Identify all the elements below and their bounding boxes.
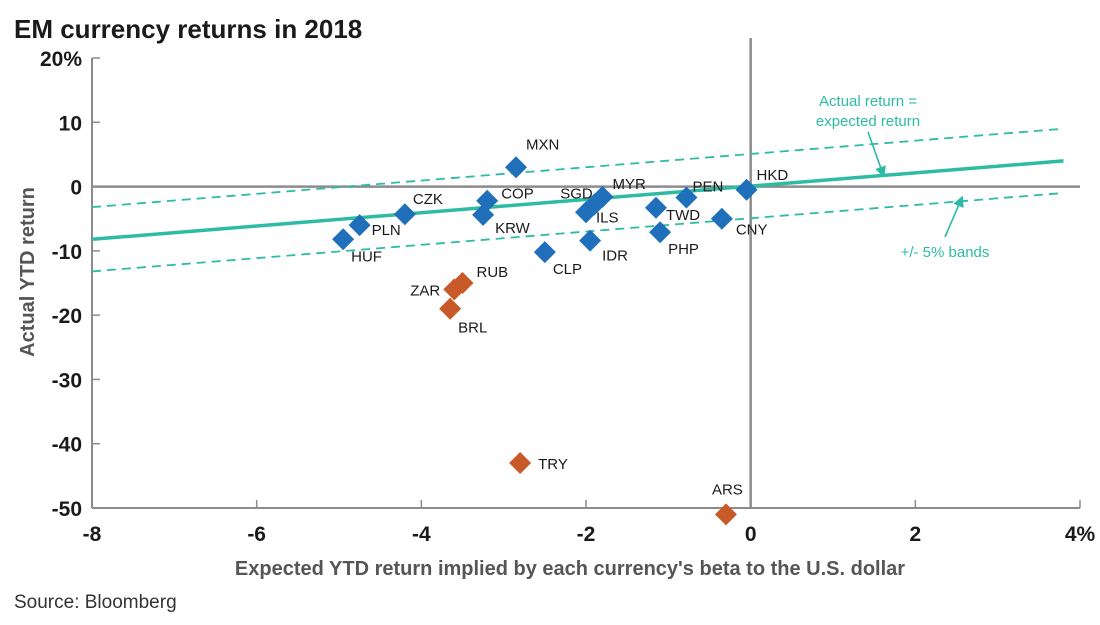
point-label-brl: BRL	[458, 320, 487, 337]
axes	[91, 38, 1081, 509]
y-tick-label: -40	[52, 434, 82, 457]
tick-labels: -8 -6 -4 -2 0 2 4%20%100-10-20-30-40-50	[40, 48, 1096, 546]
chart-title: EM currency returns in 2018	[14, 14, 362, 44]
point-php	[649, 221, 672, 244]
point-label-pen: PEN	[692, 179, 723, 196]
point-mxn	[505, 156, 528, 179]
x-tick-label: -8	[83, 523, 102, 546]
y-tick-label: 20%	[40, 48, 82, 71]
point-label-clp: CLP	[553, 261, 582, 278]
actual-return-line	[91, 159, 1064, 242]
point-ils	[575, 201, 597, 224]
y-tick-label: 10	[59, 112, 82, 135]
upper-band	[91, 127, 1064, 209]
x-tick-label: -4	[412, 523, 431, 546]
annotation-arrow-1	[867, 131, 886, 178]
annotation-line: Actual return =	[819, 93, 917, 110]
point-label-myr: MYR	[612, 176, 646, 193]
point-label-hkd: HKD	[757, 167, 789, 184]
point-cny	[710, 207, 733, 230]
x-tick-label: 2	[909, 523, 921, 546]
point-idr	[579, 229, 602, 252]
point-brl	[439, 297, 462, 320]
point-hkd	[735, 178, 758, 201]
annotation-arrow-2	[944, 195, 964, 238]
point-pen	[675, 186, 698, 209]
y-tick-label: -30	[52, 369, 82, 392]
point-label-pln: PLN	[372, 222, 401, 239]
point-label-ils: ILS	[596, 209, 619, 226]
point-label-czk: CZK	[413, 191, 443, 208]
point-label-huf: HUF	[351, 248, 382, 265]
y-tick-label: -10	[52, 241, 82, 264]
annotations: Actual return = expected return +/- 5% ban…	[816, 93, 990, 261]
point-label-mxn: MXN	[526, 136, 559, 153]
point-label-cop: COP	[501, 186, 534, 203]
x-tick-label: -2	[577, 523, 596, 546]
point-twd	[644, 196, 667, 219]
point-label-sgd: SGD	[560, 186, 593, 203]
point-label-try: TRY	[538, 456, 568, 473]
point-label-twd: TWD	[666, 207, 700, 224]
x-tick-label: 4%	[1065, 523, 1096, 546]
point-label-ars: ARS	[712, 481, 743, 498]
point-pln	[348, 214, 371, 237]
point-czk	[393, 203, 416, 226]
point-zar	[443, 278, 466, 301]
point-huf	[332, 228, 355, 251]
x-tick-label: -6	[247, 523, 266, 546]
annotation-line: expected return	[816, 113, 920, 130]
point-label-zar: ZAR	[410, 282, 440, 299]
point-clp	[533, 241, 556, 264]
annotation-text-1: Actual return = expected return	[816, 93, 920, 130]
annotation-text-2: +/- 5% bands	[901, 244, 990, 261]
point-label-idr: IDR	[602, 248, 628, 265]
point-label-krw: KRW	[495, 220, 531, 237]
x-axis-label: Expected YTD return implied by each curr…	[235, 558, 905, 580]
point-label-php: PHP	[668, 241, 699, 258]
y-tick-label: 0	[70, 177, 82, 200]
data-points: MXN HKD PEN MYR SGD COP CZK KRW ILS TWD CNY PLN HUF P…	[332, 136, 789, 526]
point-label-cny: CNY	[736, 222, 768, 239]
reference-lines	[91, 127, 1064, 273]
y-tick-label: -20	[52, 305, 82, 328]
y-axis-label: Actual YTD return	[17, 187, 39, 357]
lower-band	[91, 192, 1064, 273]
point-krw	[472, 203, 495, 226]
y-tick-label: -50	[52, 498, 82, 521]
point-label-rub: RUB	[477, 264, 509, 281]
annotation-line: +/- 5% bands	[901, 244, 990, 261]
point-try	[509, 452, 532, 474]
x-tick-label: 0	[745, 523, 757, 546]
point-ars	[714, 503, 737, 526]
source-note: Source: Bloomberg	[14, 592, 177, 613]
